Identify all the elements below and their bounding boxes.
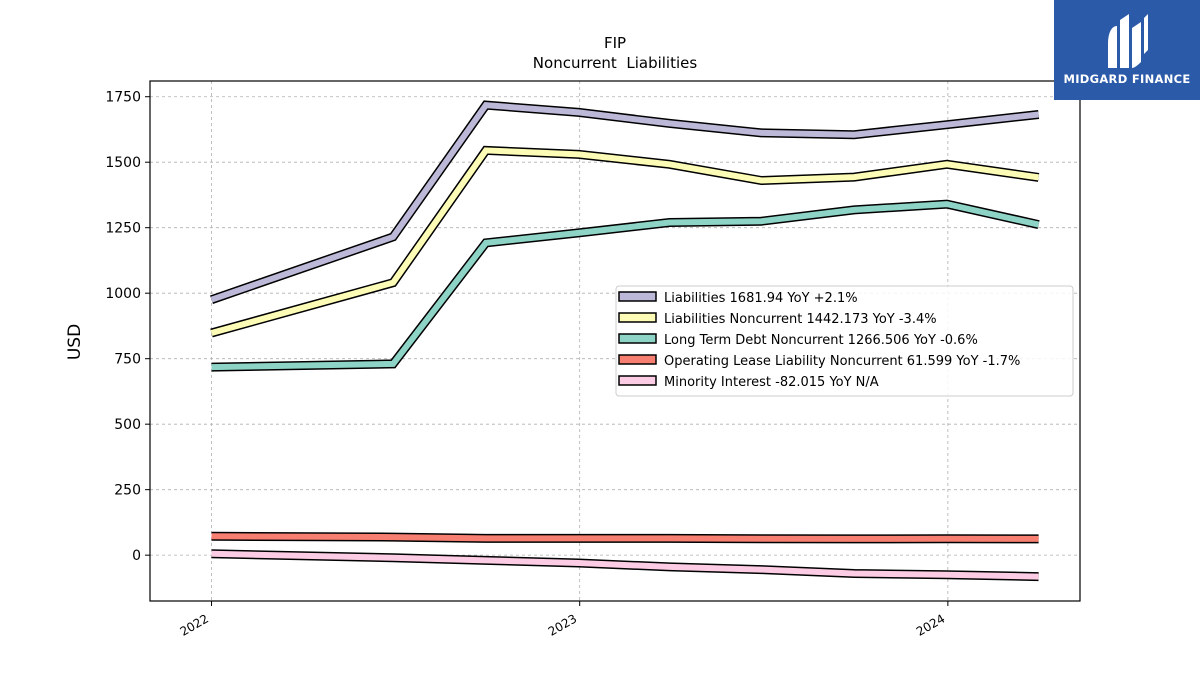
y-tick-label: 0 <box>132 548 141 564</box>
series-line-liabilities <box>210 100 1040 304</box>
y-tick-label: 250 <box>114 483 141 499</box>
y-axis-label: USD <box>65 324 85 360</box>
plot-area-frame <box>149 80 1081 602</box>
x-tick-label: 2024 <box>914 611 947 638</box>
y-tick-label: 1000 <box>105 286 141 302</box>
legend-entry: Long Term Debt Noncurrent 1266.506 YoY -… <box>664 333 978 348</box>
legend-swatch <box>618 354 657 365</box>
series-line-minority-interest <box>211 549 1039 582</box>
legend-entry: Operating Lease Liability Noncurrent 61.… <box>664 354 1020 369</box>
chart-subtitle: Noncurrent Liabilities <box>533 54 698 72</box>
chart-title: FIP <box>604 34 626 52</box>
y-tick-label: 1750 <box>105 90 141 106</box>
series-line-operating-lease-liability-noncurrent <box>211 531 1039 544</box>
legend-swatch <box>618 375 657 386</box>
legend-entry: Minority Interest -82.015 YoY N/A <box>664 375 879 390</box>
y-tick-label: 500 <box>114 417 141 433</box>
series-line-liabilities-noncurrent <box>210 145 1040 338</box>
y-tick-label: 1250 <box>105 221 141 237</box>
legend-entry: Liabilities 1681.94 YoY +2.1% <box>664 291 858 306</box>
legend-swatch <box>618 291 657 302</box>
y-tick-label: 1500 <box>105 155 141 171</box>
legend: Liabilities 1681.94 YoY +2.1% Liabilities… <box>615 285 1074 397</box>
x-tick-label: 2022 <box>178 611 211 638</box>
x-tick-label: 2023 <box>546 611 579 638</box>
brand-logo: MIDGARD FINANCE <box>1054 0 1200 100</box>
legend-swatch <box>618 312 657 323</box>
series-layer <box>210 100 1040 582</box>
legend-box <box>615 285 1074 397</box>
midgard-m-logo-icon <box>1108 14 1148 68</box>
series-line-long-term-debt-noncurrent <box>211 199 1040 372</box>
y-tick-label: 750 <box>114 352 141 368</box>
legend-entry: Liabilities Noncurrent 1442.173 YoY -3.4… <box>664 312 937 327</box>
legend-swatch <box>618 333 657 344</box>
brand-name: MIDGARD FINANCE <box>1063 72 1191 86</box>
